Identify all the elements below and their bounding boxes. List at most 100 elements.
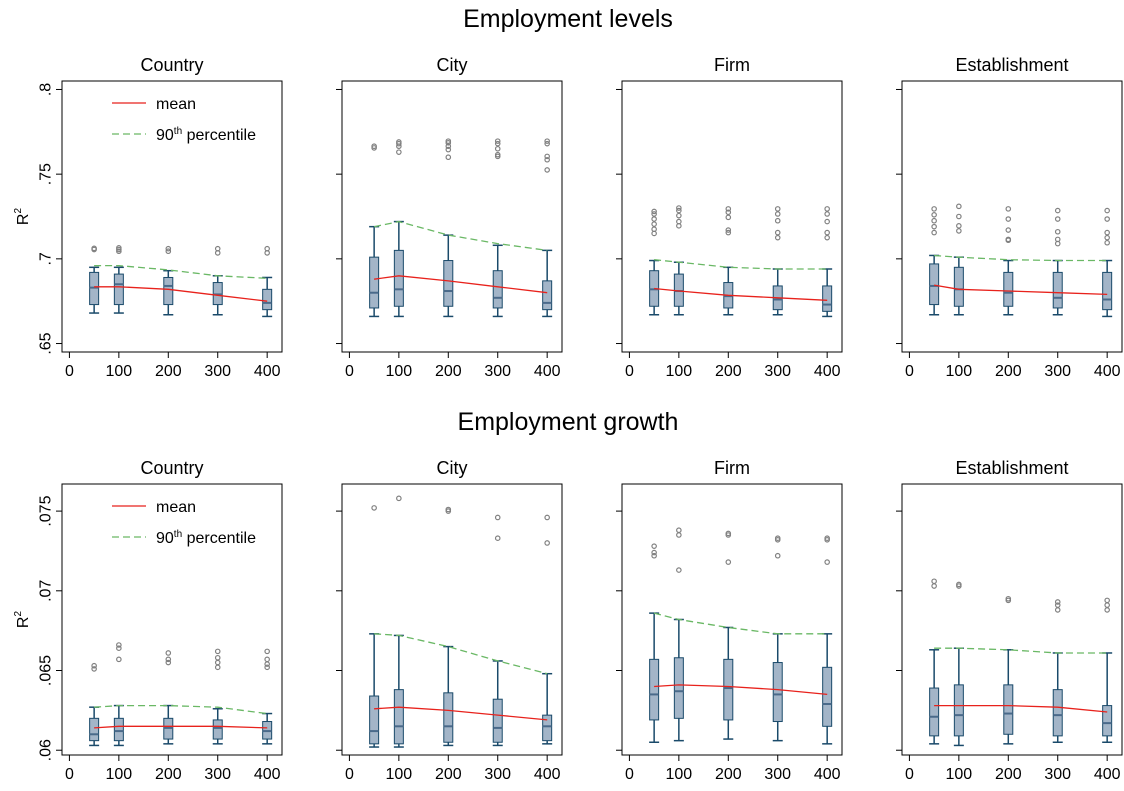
box-iqr [443, 260, 454, 307]
box-iqr [393, 689, 404, 745]
outlier-point [445, 154, 452, 161]
outlier-point [264, 245, 270, 252]
x-tick-label: 100 [666, 363, 693, 380]
outlier-point [774, 229, 781, 236]
box-iqr [113, 273, 124, 306]
outlier-point [676, 218, 682, 225]
outlier-point [165, 659, 172, 666]
series-line-mean [654, 684, 828, 696]
x-tick-label: 0 [65, 766, 74, 783]
box-100 [673, 527, 684, 742]
box-iqr [492, 698, 503, 743]
panel-growth-country: Country .06 .065 .07 .075 R2 0 100 200 300 400 mean… [13, 458, 283, 783]
panel-title: City [437, 458, 468, 478]
box-iqr [772, 662, 783, 723]
outlier-point [1005, 206, 1012, 212]
outlier-point [165, 650, 172, 656]
panel-levels-city: City 0 100 200 300 400 [336, 55, 563, 380]
series-line-mean [933, 284, 1108, 296]
box-iqr [1102, 271, 1113, 311]
outlier-point [371, 143, 377, 150]
outlier-point [494, 140, 501, 147]
x-tick-label: 300 [1044, 363, 1071, 380]
outlier-point [931, 217, 937, 224]
outlier-point [396, 139, 402, 145]
outlier-point [1054, 207, 1061, 214]
box-iqr [953, 684, 964, 737]
box-300 [212, 648, 223, 745]
outlier-point [931, 206, 937, 212]
series-line-mean [374, 275, 548, 294]
box-100 [393, 139, 404, 318]
x-tick-label: 0 [345, 766, 354, 783]
box-iqr [673, 657, 684, 719]
outlier-point [165, 656, 172, 663]
x-tick-label: 400 [814, 363, 841, 380]
outlier-point [651, 552, 657, 559]
box-200 [1003, 206, 1014, 316]
outlier-point [1054, 236, 1061, 243]
outlier-point [1054, 228, 1061, 235]
series-line-p90 [94, 264, 268, 279]
box-50 [929, 578, 940, 745]
outlier-point [544, 156, 550, 163]
outlier-point [1104, 234, 1110, 241]
outlier-point [676, 527, 682, 534]
outlier-point [676, 207, 682, 214]
outlier-point [774, 211, 781, 217]
box-iqr [1003, 271, 1014, 307]
x-tick-label: 0 [625, 363, 634, 380]
x-tick-label: 400 [534, 766, 561, 783]
panel-title: Country [140, 55, 203, 75]
outlier-point [264, 656, 270, 663]
outlier-point [494, 151, 501, 158]
outlier-point [544, 514, 550, 521]
box-iqr [369, 695, 380, 745]
y-tick-label: .065 [38, 655, 55, 686]
legend-label: 90th percentile [156, 126, 256, 144]
y-axis-label: R2 [13, 208, 32, 226]
outlier-point [1054, 599, 1061, 605]
panel-growth-city: City 0 100 200 300 400 [336, 458, 563, 783]
panel-growth-establishment: Establishment 0 100 200 300 400 [896, 458, 1123, 783]
outlier-point [725, 229, 732, 236]
box-50 [649, 543, 660, 743]
box-iqr [89, 717, 100, 742]
outlier-point [931, 578, 937, 585]
x-tick-label: 300 [484, 766, 511, 783]
x-tick-label: 100 [106, 766, 133, 783]
outlier-point [396, 495, 402, 502]
x-tick-label: 0 [65, 363, 74, 380]
x-tick-label: 0 [905, 766, 914, 783]
outlier-point [264, 664, 270, 671]
outlier-point [116, 656, 122, 663]
box-iqr [212, 719, 223, 740]
outlier-point [445, 146, 452, 153]
series-line-mean [94, 286, 268, 302]
box-100 [953, 581, 964, 747]
outlier-point [774, 234, 781, 241]
series-line-mean [374, 706, 548, 721]
panel-levels-firm: Firm 0 100 200 300 400 [616, 55, 843, 380]
x-tick-label: 0 [905, 363, 914, 380]
x-tick-label: 400 [814, 766, 841, 783]
x-tick-label: 400 [1094, 363, 1121, 380]
x-tick-label: 200 [155, 363, 182, 380]
panel-title: Establishment [955, 55, 1068, 75]
y-tick-label: .07 [38, 580, 55, 602]
outlier-point [91, 666, 97, 672]
series-line-p90 [373, 220, 548, 252]
box-iqr [822, 666, 833, 727]
series-line-p90 [374, 633, 548, 675]
outlier-point [116, 642, 122, 648]
outlier-point [651, 211, 657, 217]
outlier-point [651, 221, 657, 227]
outlier-point [725, 214, 732, 221]
outlier-point [91, 245, 97, 252]
series-line-p90 [654, 259, 828, 270]
outlier-point [214, 654, 221, 661]
box-iqr [953, 266, 964, 307]
series-line-p90 [934, 647, 1108, 654]
outlier-point [956, 228, 962, 234]
x-tick-label: 0 [625, 766, 634, 783]
